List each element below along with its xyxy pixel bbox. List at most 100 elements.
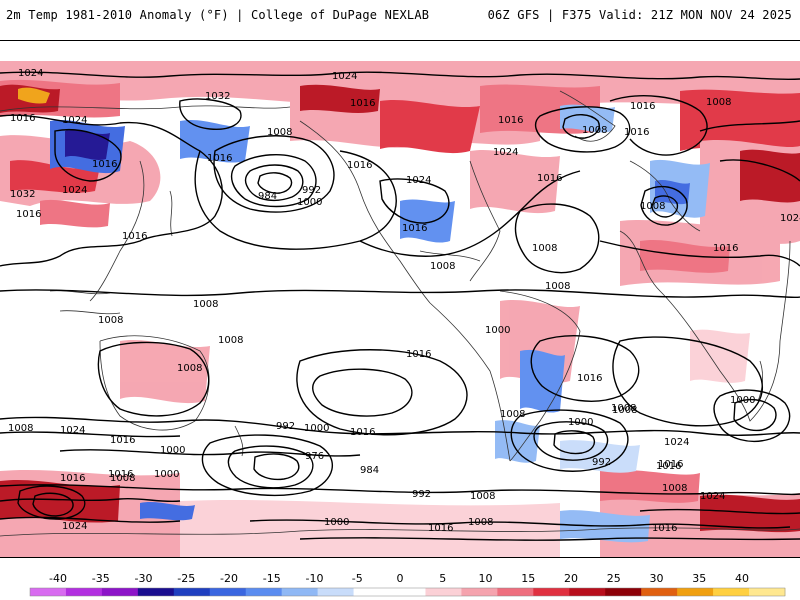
legend-color-swatch xyxy=(281,588,319,596)
legend-tick-label: -35 xyxy=(92,572,110,585)
legend-tick-labels: -40 -35 -30 -25 -20 -15 -10 -5 0 5 10 15 20 25 30 35 40 xyxy=(49,572,749,585)
legend-color-swatch xyxy=(209,588,247,596)
isobar-label: 1016 xyxy=(498,115,523,126)
cool-anomaly-siberia-core xyxy=(65,130,110,160)
isobar-label: 1016 xyxy=(110,435,135,446)
isobar-label: 1024 xyxy=(664,437,689,448)
cool-anomaly-patagonia xyxy=(495,420,540,463)
legend-tick-label: 40 xyxy=(735,572,749,585)
coast-antarctica xyxy=(0,527,800,537)
isobar-tropical-1008 xyxy=(0,289,800,299)
isobar-label: 976 xyxy=(305,451,324,462)
coast-n-america-west xyxy=(299,120,431,304)
isobar-antarctic-1008 xyxy=(0,484,800,496)
isobar-atlantic-1016 xyxy=(514,203,600,274)
isobar-label: 992 xyxy=(302,185,321,196)
isobar-na-1016 xyxy=(359,170,581,257)
isobar-label-group: 1024 1024 1016 1016 1032 1024 1016 1024 … xyxy=(8,68,800,534)
isobar-label: 1008 xyxy=(545,281,570,292)
isobar-label: 1024 xyxy=(18,68,43,79)
isobar-north-1024 xyxy=(0,71,800,81)
isobar-s-america-high xyxy=(530,335,640,402)
legend-tick-label: 10 xyxy=(479,572,493,585)
legend-color-swatch xyxy=(317,588,355,596)
isobar-label: 1008 xyxy=(267,127,292,138)
isobar-label: 1000 xyxy=(154,469,179,480)
warm-anomaly-canada-east xyxy=(380,99,480,154)
isobar-label: 992 xyxy=(276,421,295,432)
isobar-south-low-976 xyxy=(253,453,300,481)
isobar-label: 1000 xyxy=(485,325,510,336)
isobar-label: 1016 xyxy=(10,113,35,124)
isobar-aleutian-1000 xyxy=(230,153,317,208)
isobar-ant-high-west xyxy=(17,485,86,520)
isobar-label: 1016 xyxy=(108,469,133,480)
isobar-antarctic-1016-south xyxy=(299,537,800,541)
isobar-label: 1016 xyxy=(92,159,117,170)
isobar-aleutian-984 xyxy=(257,172,293,194)
isobar-label: 1000 xyxy=(324,517,349,528)
isobar-s-indian-high xyxy=(612,336,764,427)
legend-color-swatch xyxy=(389,588,426,596)
legend-tick-label: 15 xyxy=(521,572,535,585)
isobar-label: 1016 xyxy=(402,223,427,234)
isobar-antarctic-1000 xyxy=(249,519,791,529)
warm-anomaly-asia-dark xyxy=(10,160,100,193)
model-run-info: 06Z GFS | F375 Valid: 21Z MON NOV 24 202… xyxy=(487,8,792,22)
legend-color-swatch xyxy=(677,588,714,596)
coast-gulf xyxy=(419,250,481,262)
coast-s-america-east xyxy=(499,290,581,462)
cool-anomaly-hudson xyxy=(560,104,615,133)
isobar-label: 1024 xyxy=(60,425,85,436)
isobar-label: 1024 xyxy=(780,213,800,224)
isobar-label: 992 xyxy=(592,457,611,468)
isobar-south-low-984 xyxy=(227,445,314,489)
isobar-label: 1008 xyxy=(611,403,636,414)
isobar-label: 1016 xyxy=(656,461,681,472)
isobar-label: 1016 xyxy=(122,231,147,242)
isobar-label: 1008 xyxy=(98,315,123,326)
isobar-label: 1024 xyxy=(332,71,357,82)
isobar-russia-1024 xyxy=(719,159,800,182)
warm-anomaly-africa-dark xyxy=(640,239,730,273)
isobar-antarctic-1024 xyxy=(0,508,800,523)
isobar-africa-1016 xyxy=(599,240,800,267)
legend-color-swatch xyxy=(713,588,750,596)
isobar-greenland-low-inner xyxy=(562,114,600,139)
legend-color-swatch xyxy=(137,588,175,596)
isobar-south-low-east-inner xyxy=(533,421,609,461)
isobar-label: 1008 xyxy=(662,483,687,494)
isobar-asia-1032 xyxy=(179,98,242,130)
cool-anomaly-s-pacific xyxy=(140,502,195,521)
warm-anomaly-australia xyxy=(120,339,210,404)
isobar-europe-low xyxy=(640,185,688,226)
legend-color-swatch xyxy=(245,588,283,596)
isobar-na-1024 xyxy=(379,178,450,224)
isobar-label: 1016 xyxy=(713,243,738,254)
coast-eurasia-north xyxy=(0,105,291,112)
isobar-greenland-low-1008 xyxy=(534,106,631,153)
legend-tick-label: -5 xyxy=(352,572,363,585)
isobar-antarctic-1016 xyxy=(0,497,181,503)
isobar-label: 1024 xyxy=(493,147,518,158)
map-header: 2m Temp 1981-2010 Anomaly (°F) | College… xyxy=(0,0,800,40)
isobar-label: 1008 xyxy=(612,405,637,416)
isobar-label: 1008 xyxy=(430,261,455,272)
isobar-label: 984 xyxy=(258,191,277,202)
legend-bar-outline xyxy=(29,587,786,597)
legend-tick-label: 20 xyxy=(564,572,578,585)
isobar-label: 1016 xyxy=(537,173,562,184)
legend-color-swatch xyxy=(65,588,103,596)
isobar-eurasia-1016 xyxy=(699,120,800,132)
isobar-label: 1016 xyxy=(406,349,431,360)
isobar-s-pacific-high xyxy=(312,368,413,417)
isobar-asia-1016 xyxy=(0,114,223,267)
legend-tick-label: -30 xyxy=(135,572,153,585)
isobar-label: 1016 xyxy=(630,101,655,112)
isobar-label: 1008 xyxy=(640,201,665,212)
legend-color-swatch xyxy=(461,588,498,596)
legend-tick-label: 30 xyxy=(650,572,664,585)
isobar-label: 1000 xyxy=(304,423,329,434)
warm-anomaly-antarctic-east-dark xyxy=(700,494,800,533)
legend-color-swatch xyxy=(533,588,570,596)
